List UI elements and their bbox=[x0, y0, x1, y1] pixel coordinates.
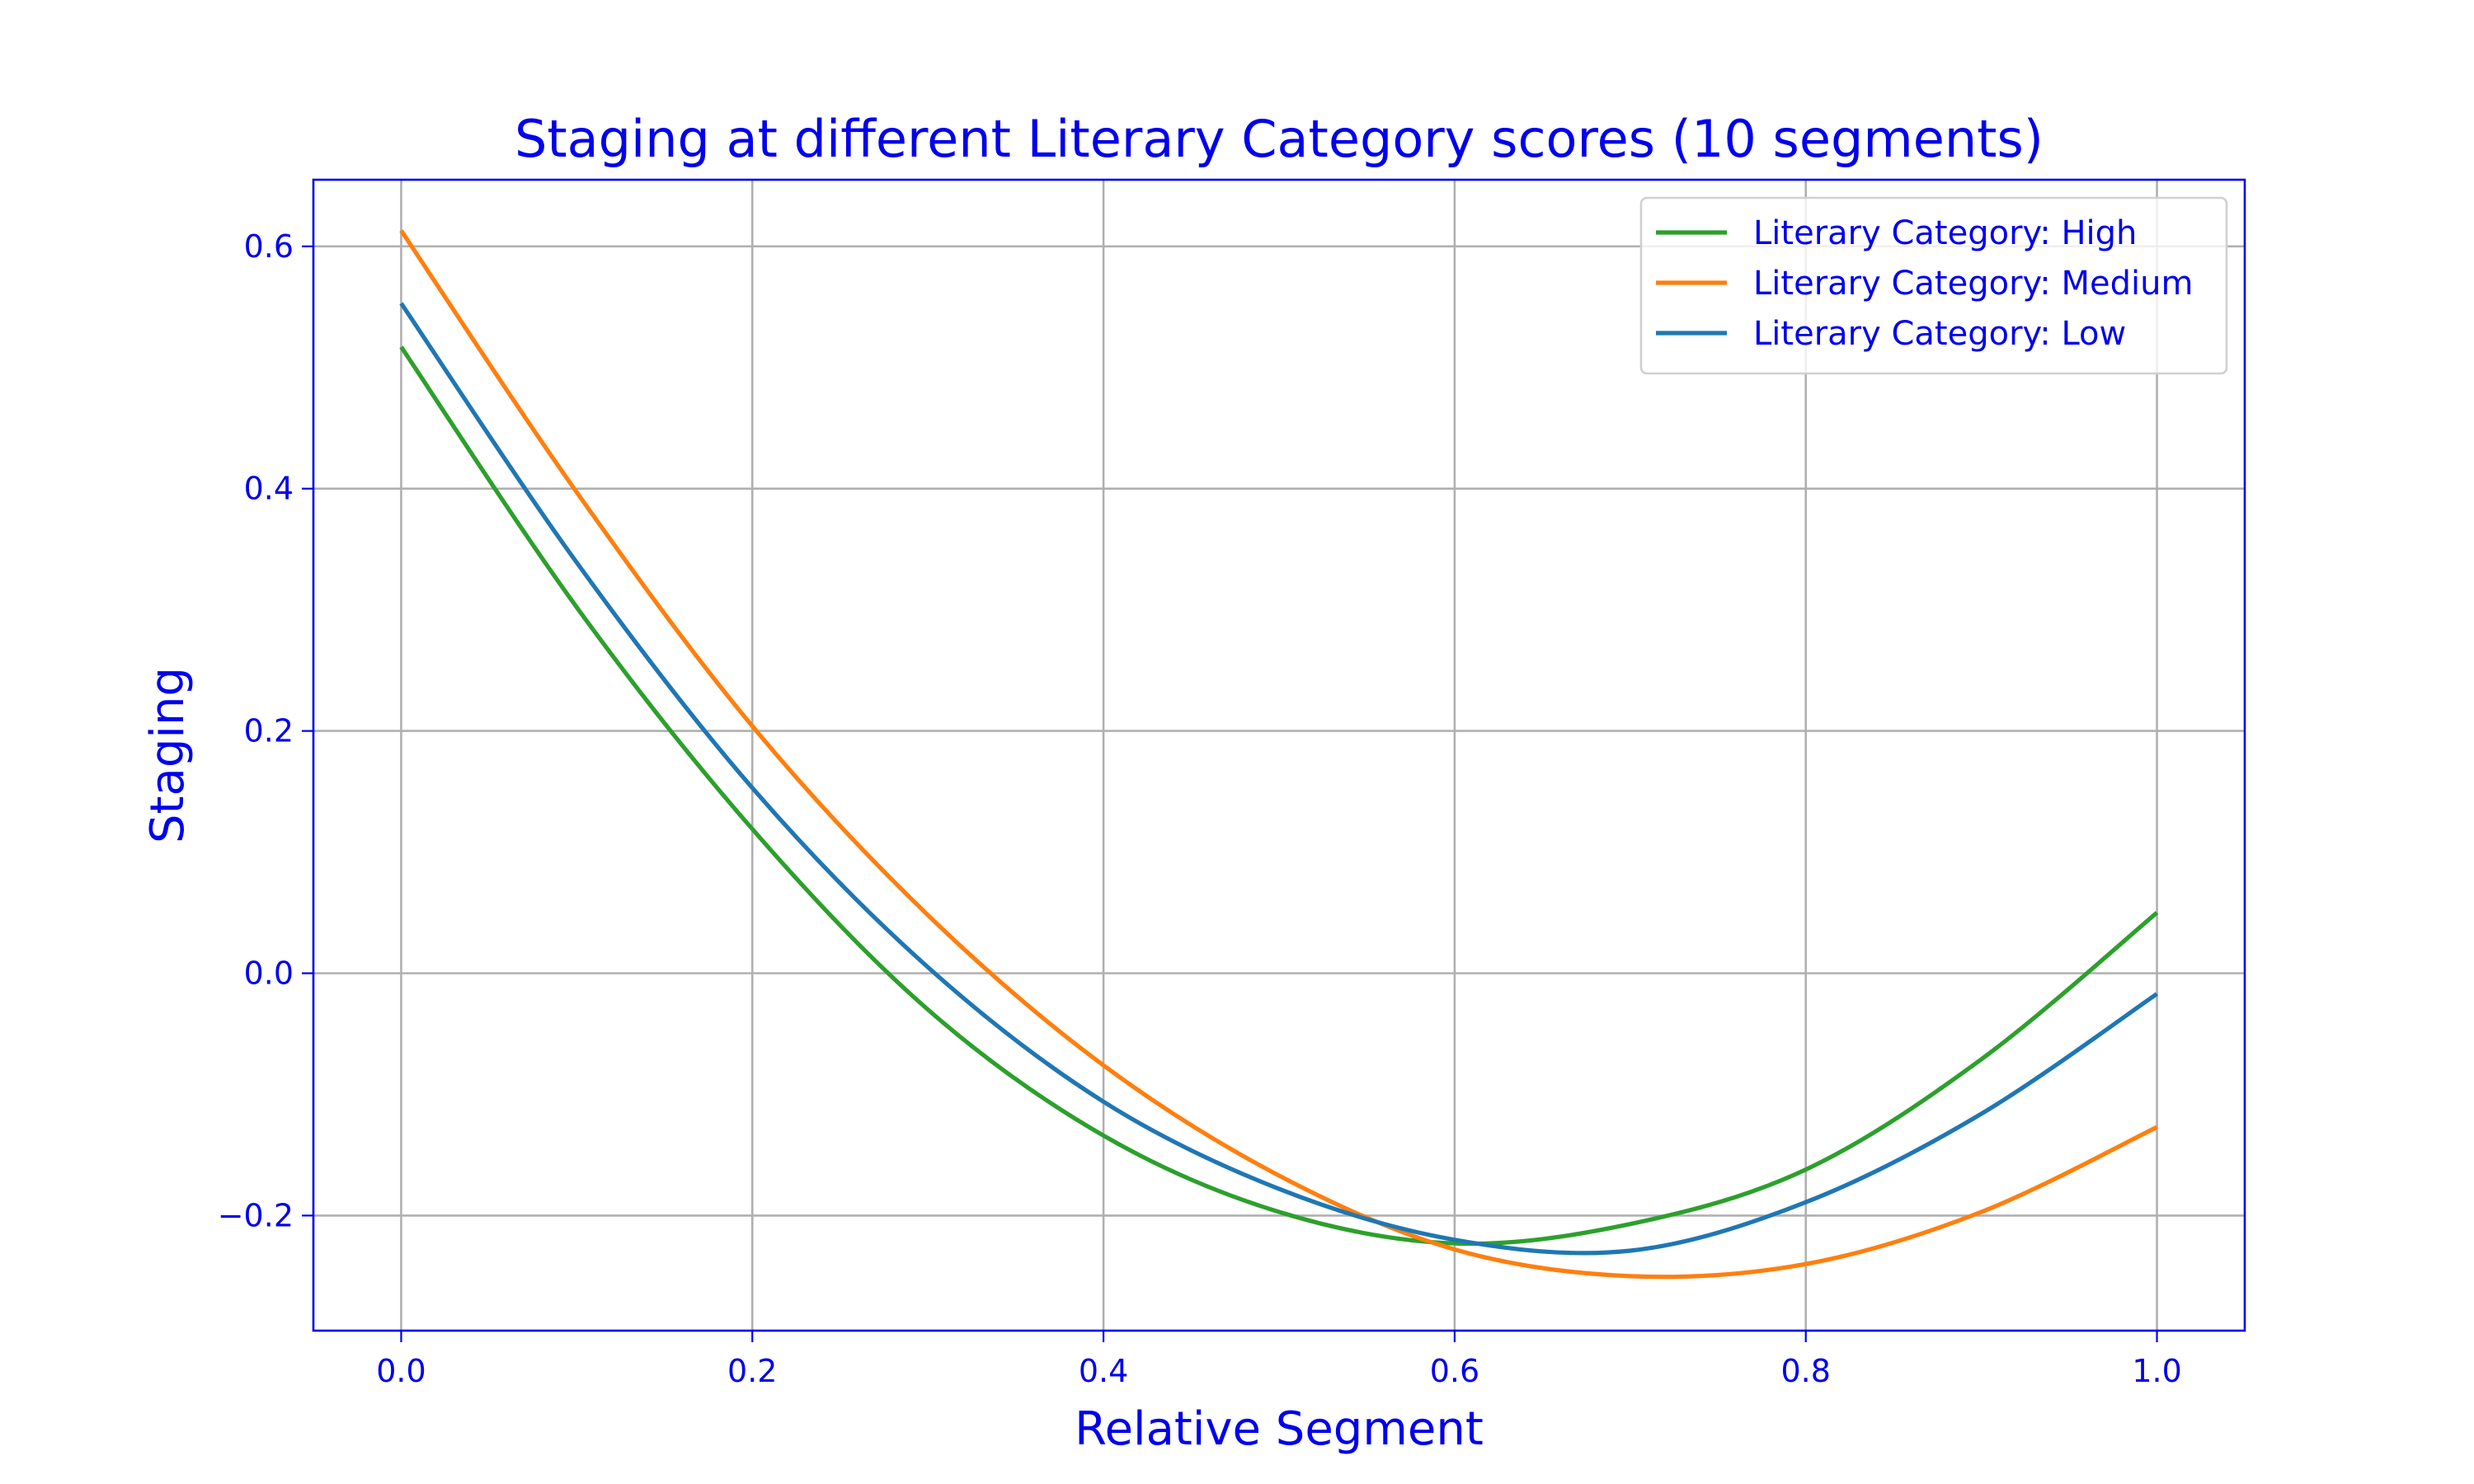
x-tick-label: 0.2 bbox=[727, 1353, 777, 1389]
x-tick-label: 0.8 bbox=[1781, 1353, 1831, 1389]
y-tick-label: 0.2 bbox=[244, 713, 294, 749]
series-line-literary-category-medium bbox=[399, 229, 2158, 1280]
legend-label-literary-category-medium: Literary Category: Medium bbox=[1753, 265, 2193, 303]
y-tick-label: 0.4 bbox=[244, 471, 294, 507]
y-tick-label: 0.0 bbox=[244, 956, 294, 992]
x-axis-label: Relative Segment bbox=[1075, 1402, 1484, 1456]
y-axis-label: Staging bbox=[141, 667, 195, 843]
plot-frame bbox=[312, 178, 2246, 1332]
x-tick-label: 0.4 bbox=[1079, 1353, 1128, 1389]
chart-title: Staging at different Literary Category s… bbox=[515, 109, 2044, 169]
legend-label-literary-category-high: Literary Category: High bbox=[1753, 214, 2137, 252]
y-tick-label: −0.2 bbox=[218, 1197, 294, 1233]
y-tick-label: 0.6 bbox=[244, 228, 294, 265]
x-tick-label: 0.6 bbox=[1430, 1353, 1479, 1389]
x-tick-label: 1.0 bbox=[2132, 1353, 2181, 1389]
axis-ticks: 0.0 0.2 0.4 0.6 0.8 1.0 −0.2 0.0 0.2 0.4 0.6 bbox=[218, 228, 2182, 1389]
legend-label-literary-category-low: Literary Category: Low bbox=[1753, 315, 2126, 353]
x-tick-label: 0.0 bbox=[376, 1353, 426, 1389]
data-series bbox=[399, 229, 2159, 1280]
legend-box bbox=[1639, 196, 2228, 375]
series-line-literary-category-low bbox=[399, 302, 2158, 1256]
legend: Literary Category: High Literary Category… bbox=[1639, 196, 2228, 375]
series-line-literary-category-high bbox=[399, 345, 2159, 1247]
